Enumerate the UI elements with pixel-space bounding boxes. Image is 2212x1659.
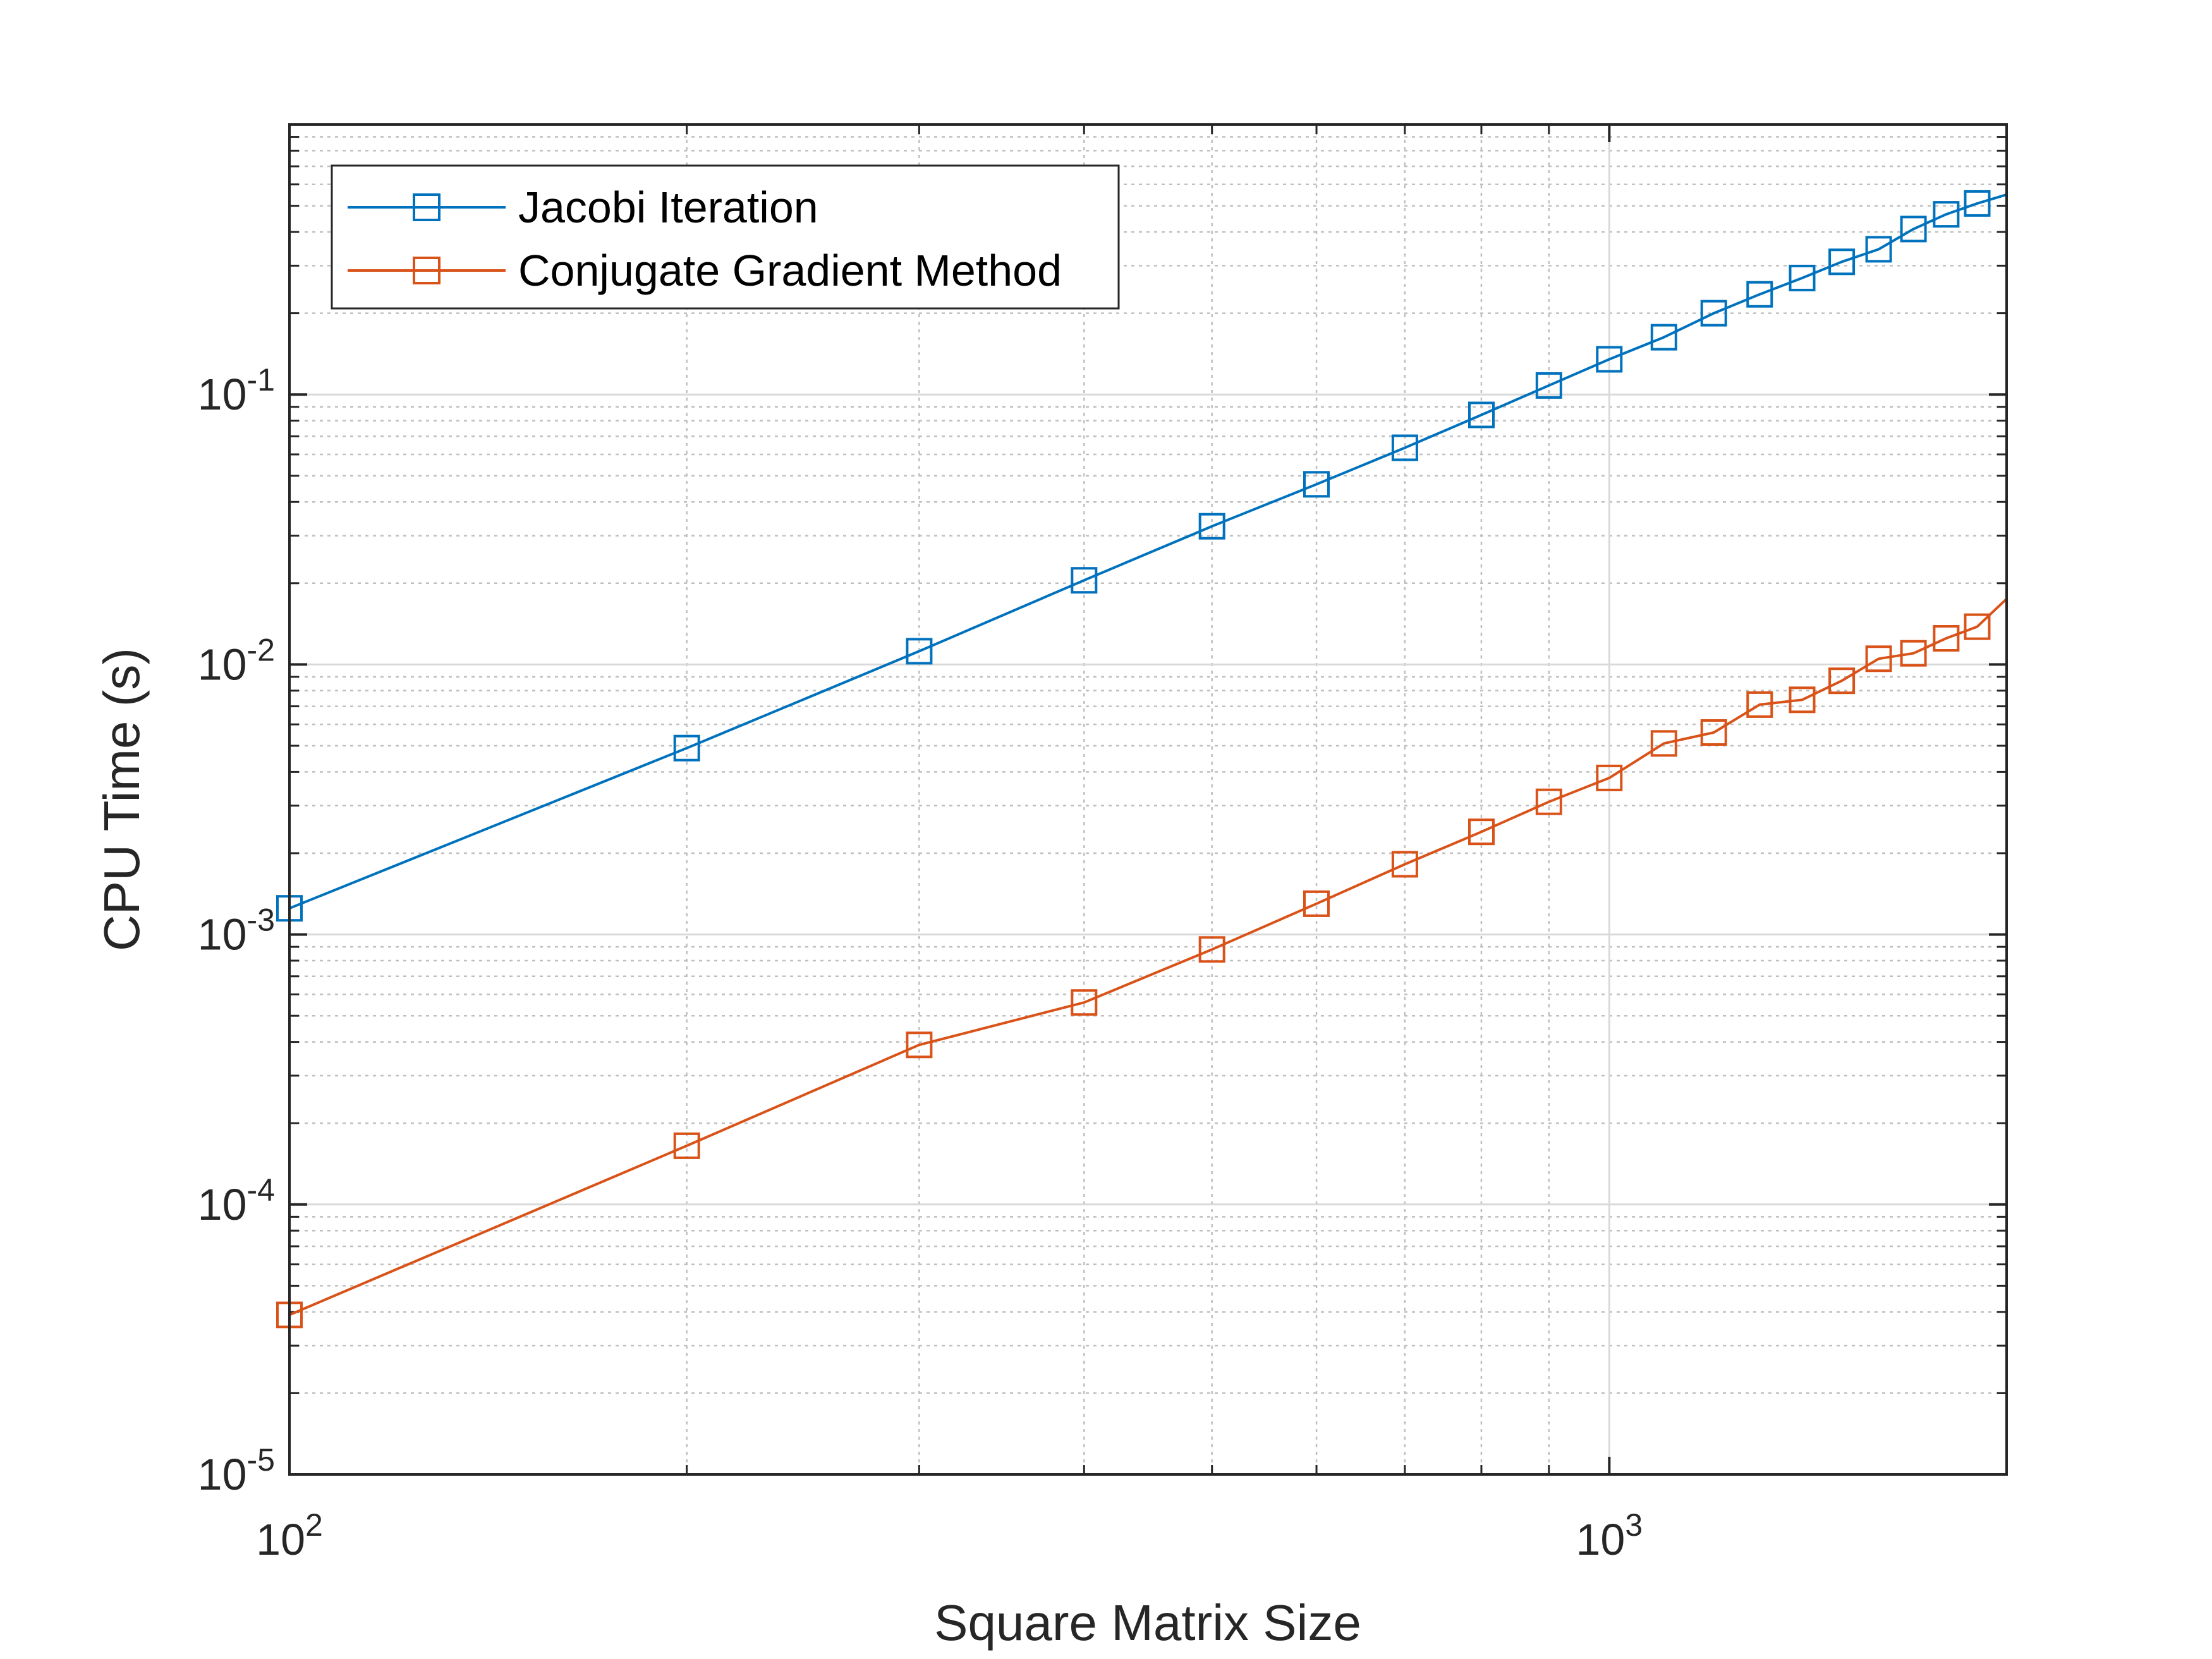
x-tick-label: 102 [256,1507,323,1564]
series-1-marker [1198,936,1225,963]
y-tick-labels: 10-5 10-4 10-3 10-2 10-1 [198,362,275,1499]
x-tick-labels: 102 103 [256,1507,1643,1564]
series-0-marker [1071,567,1098,594]
series-1-marker [1900,640,1927,667]
series-0-marker [673,734,700,762]
series-1-marker [1596,764,1623,791]
series-0-marker [1535,372,1562,399]
y-tick-label: 10-5 [198,1442,275,1499]
series-1-marker [1071,989,1098,1016]
series-1-marker [1650,730,1677,757]
series-0-marker [1865,236,1892,263]
axis-ticks [288,125,2008,1476]
legend: Jacobi Iteration Conjugate Gradient Meth… [331,164,1120,310]
series-1-marker [1746,691,1773,718]
series-0-marker [1596,346,1623,373]
series-0-marker [1650,324,1677,351]
series-1-marker [1700,719,1727,746]
series-0-marker [1391,434,1418,461]
series-0-marker [1198,513,1225,540]
series-1-marker [673,1132,700,1159]
series-0-marker [1468,401,1495,428]
x-axis-label: Square Matrix Size [934,1595,1361,1651]
series-1-marker [1303,890,1330,917]
x-tick-label: 103 [1576,1507,1643,1564]
series-0-marker [1933,201,1960,228]
series-1-marker [1789,686,1816,714]
series-1-marker [906,1031,933,1059]
series-1-marker [1865,645,1892,672]
series-0-marker [1746,281,1773,308]
series-line-0 [289,193,2007,910]
y-tick-label: 10-4 [198,1172,275,1229]
series-0-marker [1700,300,1727,327]
series-0-marker [1828,248,1856,276]
y-axis-label: CPU Time (s) [94,648,150,951]
y-tick-label: 10-2 [198,632,275,689]
series-1-marker [1535,788,1562,815]
legend-box [331,164,1120,310]
legend-label-cg: Conjugate Gradient Method [518,246,1062,295]
legend-marker-jacobi [413,193,441,221]
series-0-marker [1789,264,1816,291]
y-tick-label: 10-1 [198,362,275,419]
series-1-marker [1933,625,1960,652]
series-1-marker [1391,851,1418,878]
series-0-marker [1303,471,1330,498]
legend-marker-cg [413,257,441,284]
y-tick-label: 10-3 [198,902,275,959]
axes-box [288,123,2008,1476]
series-1-marker [1828,667,1856,695]
series-1-marker [1468,818,1495,846]
plot-area [289,125,2007,1474]
series-line-1 [289,598,2008,1316]
series-0-marker [1900,216,1927,243]
legend-label-jacobi: Jacobi Iteration [518,183,818,232]
series-0-marker [1964,190,1991,217]
series-1-marker [1964,613,1991,640]
series-0-marker [906,638,933,665]
